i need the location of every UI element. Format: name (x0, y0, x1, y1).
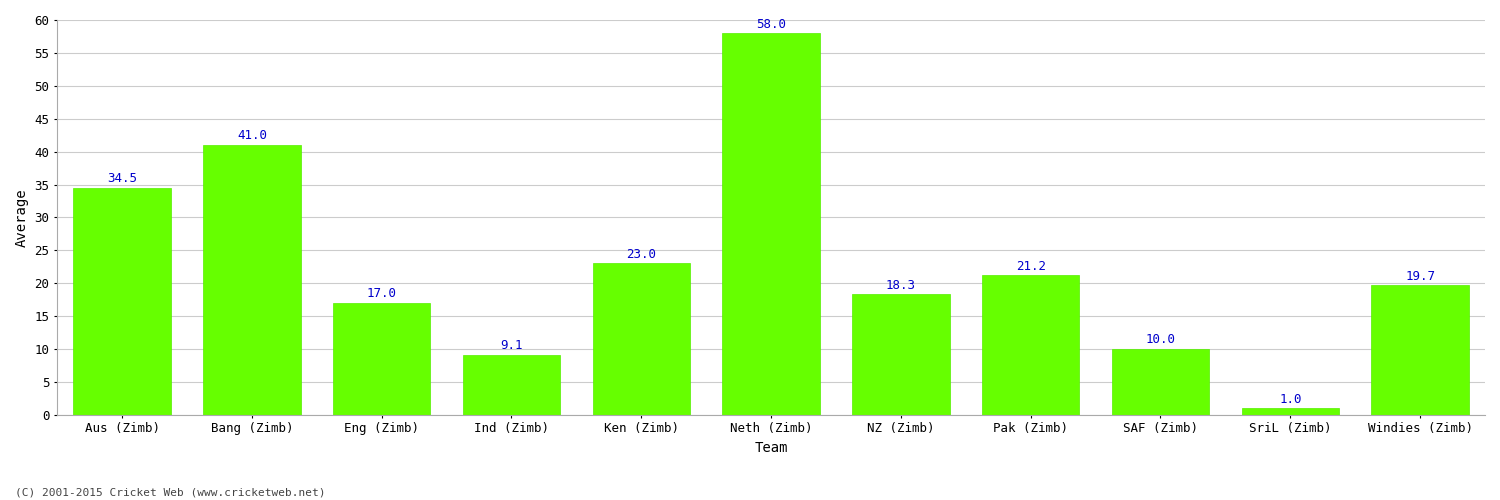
Y-axis label: Average: Average (15, 188, 28, 246)
Bar (723, 33, 821, 415)
Bar (464, 355, 560, 415)
Text: 9.1: 9.1 (500, 340, 522, 352)
Bar (852, 294, 950, 415)
Bar (74, 188, 171, 415)
Text: (C) 2001-2015 Cricket Web (www.cricketweb.net): (C) 2001-2015 Cricket Web (www.cricketwe… (15, 488, 326, 498)
Bar (202, 145, 300, 415)
Text: 41.0: 41.0 (237, 130, 267, 142)
X-axis label: Team: Team (754, 441, 788, 455)
Text: 17.0: 17.0 (366, 288, 396, 300)
Bar (1112, 349, 1209, 415)
Text: 10.0: 10.0 (1146, 334, 1176, 346)
Text: 21.2: 21.2 (1016, 260, 1046, 272)
Bar (1371, 285, 1468, 415)
Text: 19.7: 19.7 (1406, 270, 1435, 282)
Bar (1242, 408, 1340, 415)
Text: 23.0: 23.0 (627, 248, 657, 261)
Text: 34.5: 34.5 (106, 172, 136, 185)
Text: 58.0: 58.0 (756, 18, 786, 30)
Bar (982, 276, 1080, 415)
Bar (592, 264, 690, 415)
Text: 1.0: 1.0 (1280, 392, 1302, 406)
Bar (333, 303, 430, 415)
Text: 18.3: 18.3 (886, 279, 916, 292)
